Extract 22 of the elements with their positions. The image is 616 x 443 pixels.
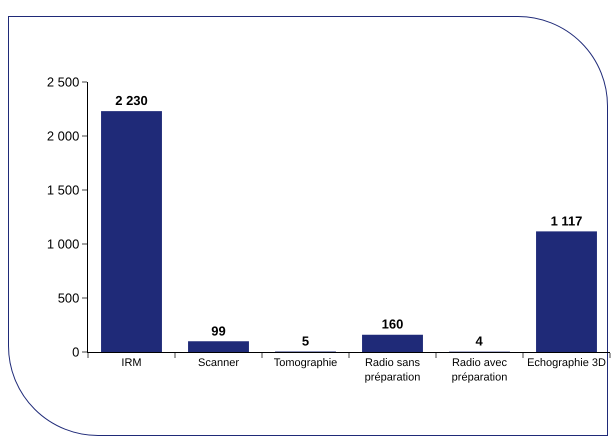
x-tick-label: Scanner [198,357,240,370]
data-label: 99 [211,323,226,338]
bar [101,111,162,352]
y-tick-label: 1 500 [46,182,80,198]
y-tick-label: 500 [58,290,80,306]
data-label: 160 [382,316,404,332]
bar [536,231,597,352]
bar [188,341,249,352]
data-label: 5 [302,333,310,348]
y-tick-label: 1 000 [46,236,80,252]
y-tick-label: 2 500 [46,74,80,90]
x-tick-label: Echographie 3D [527,357,606,370]
bar [362,334,423,352]
x-tick-label: Tomographie [274,357,338,370]
data-label: 4 [476,334,484,349]
y-tick-label: 0 [72,344,80,360]
x-tick-label: Radio sans préparation [364,357,421,384]
x-tick-label: Radio avec préparation [452,357,508,384]
y-tick-label: 2 000 [46,128,80,144]
data-label: 1 117 [550,213,582,228]
data-label: 2 230 [115,93,148,108]
x-tick-label: IRM [121,357,142,370]
